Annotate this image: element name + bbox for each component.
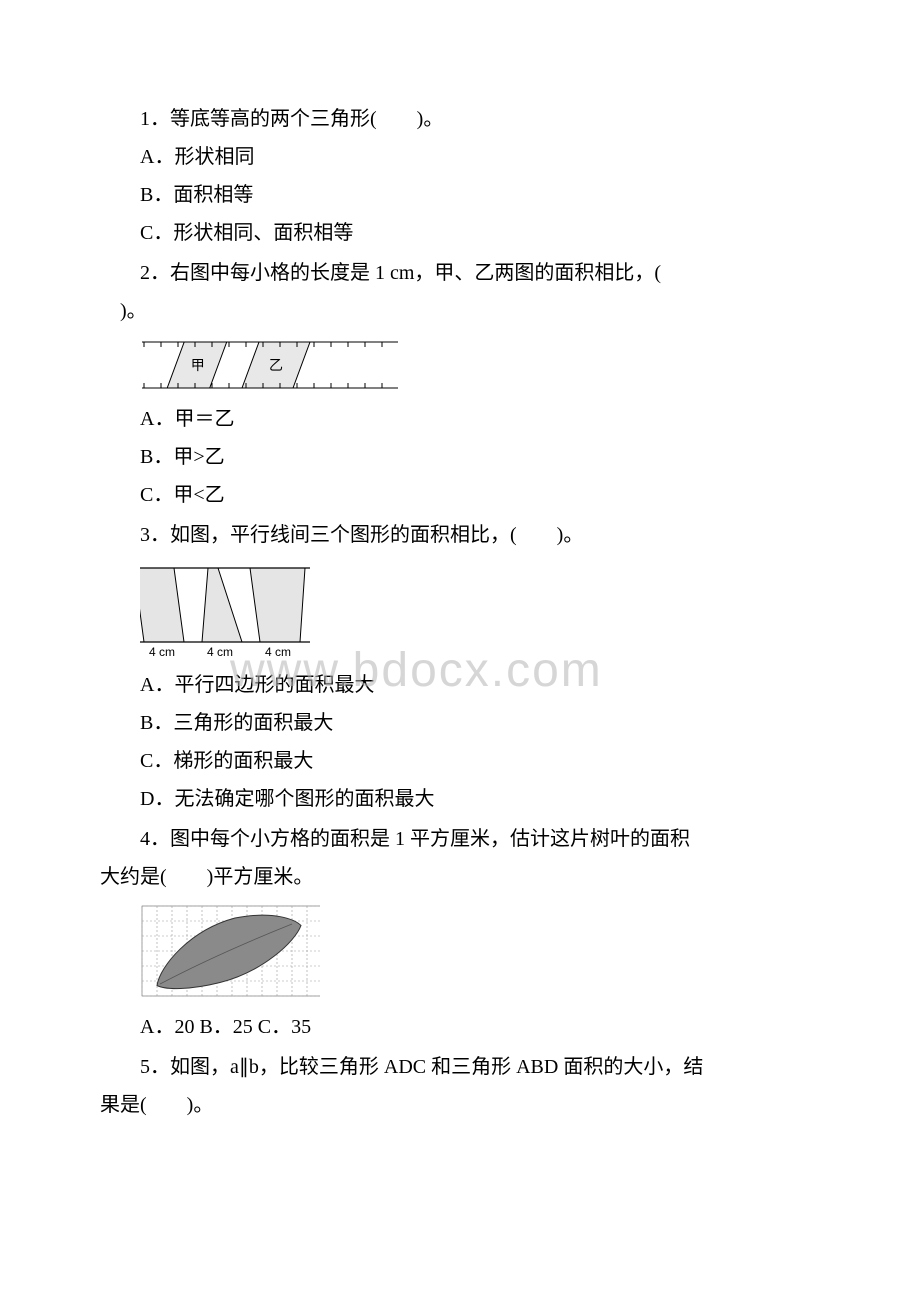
q5-stem-1: 5．如图，a∥b，比较三角形 ADC 和三角形 ABD 面积的大小，结: [100, 1048, 820, 1086]
svg-text:4 cm: 4 cm: [265, 645, 291, 659]
q1-opt-a: A．形状相同: [100, 138, 820, 176]
q3-figure: 4 cm 4 cm 4 cm: [140, 560, 820, 660]
q3-opt-d: D．无法确定哪个图形的面积最大: [100, 780, 820, 818]
q2-stem-2: )。: [100, 292, 820, 330]
question-4: 4．图中每个小方格的面积是 1 平方厘米，估计这片树叶的面积 大约是( )平方厘…: [100, 820, 820, 1046]
q3-opt-b: B．三角形的面积最大: [100, 704, 820, 742]
q3-opt-c: C．梯形的面积最大: [100, 742, 820, 780]
q4-svg: [140, 902, 320, 1002]
q5-stem-2: 果是( )。: [100, 1086, 820, 1124]
q3-opt-a: A．平行四边形的面积最大: [100, 666, 820, 704]
q3-stem: 3．如图，平行线间三个图形的面积相比，( )。: [100, 516, 820, 554]
q4-figure: [140, 902, 820, 1002]
question-1: 1．等底等高的两个三角形( )。 A．形状相同 B．面积相等 C．形状相同、面积…: [100, 100, 820, 252]
question-2: 2．右图中每小格的长度是 1 cm，甲、乙两图的面积相比，( )。 甲乙 A．甲…: [100, 254, 820, 514]
q2-opt-c: C．甲<乙: [100, 476, 820, 514]
q2-figure: 甲乙: [140, 336, 820, 394]
q1-stem: 1．等底等高的两个三角形( )。: [100, 100, 820, 138]
svg-text:乙: 乙: [269, 358, 283, 374]
q4-stem-2: 大约是( )平方厘米。: [100, 858, 820, 896]
q2-opt-a: A．甲＝乙: [100, 400, 820, 438]
svg-text:4 cm: 4 cm: [149, 645, 175, 659]
q4-options: A．20 B．25 C．35: [100, 1008, 820, 1046]
q2-svg: 甲乙: [140, 336, 400, 394]
q1-opt-b: B．面积相等: [100, 176, 820, 214]
question-3: 3．如图，平行线间三个图形的面积相比，( )。 4 cm 4 cm 4 cm A．平…: [100, 516, 820, 818]
question-5: 5．如图，a∥b，比较三角形 ADC 和三角形 ABD 面积的大小，结 果是( …: [100, 1048, 820, 1124]
q2-stem-1: 2．右图中每小格的长度是 1 cm，甲、乙两图的面积相比，(: [100, 254, 820, 292]
q4-stem-1: 4．图中每个小方格的面积是 1 平方厘米，估计这片树叶的面积: [100, 820, 820, 858]
q3-svg: 4 cm 4 cm 4 cm: [140, 560, 310, 660]
svg-text:甲: 甲: [191, 359, 205, 374]
q2-opt-b: B．甲>乙: [100, 438, 820, 476]
q1-opt-c: C．形状相同、面积相等: [100, 214, 820, 252]
svg-text:4 cm: 4 cm: [207, 645, 233, 659]
